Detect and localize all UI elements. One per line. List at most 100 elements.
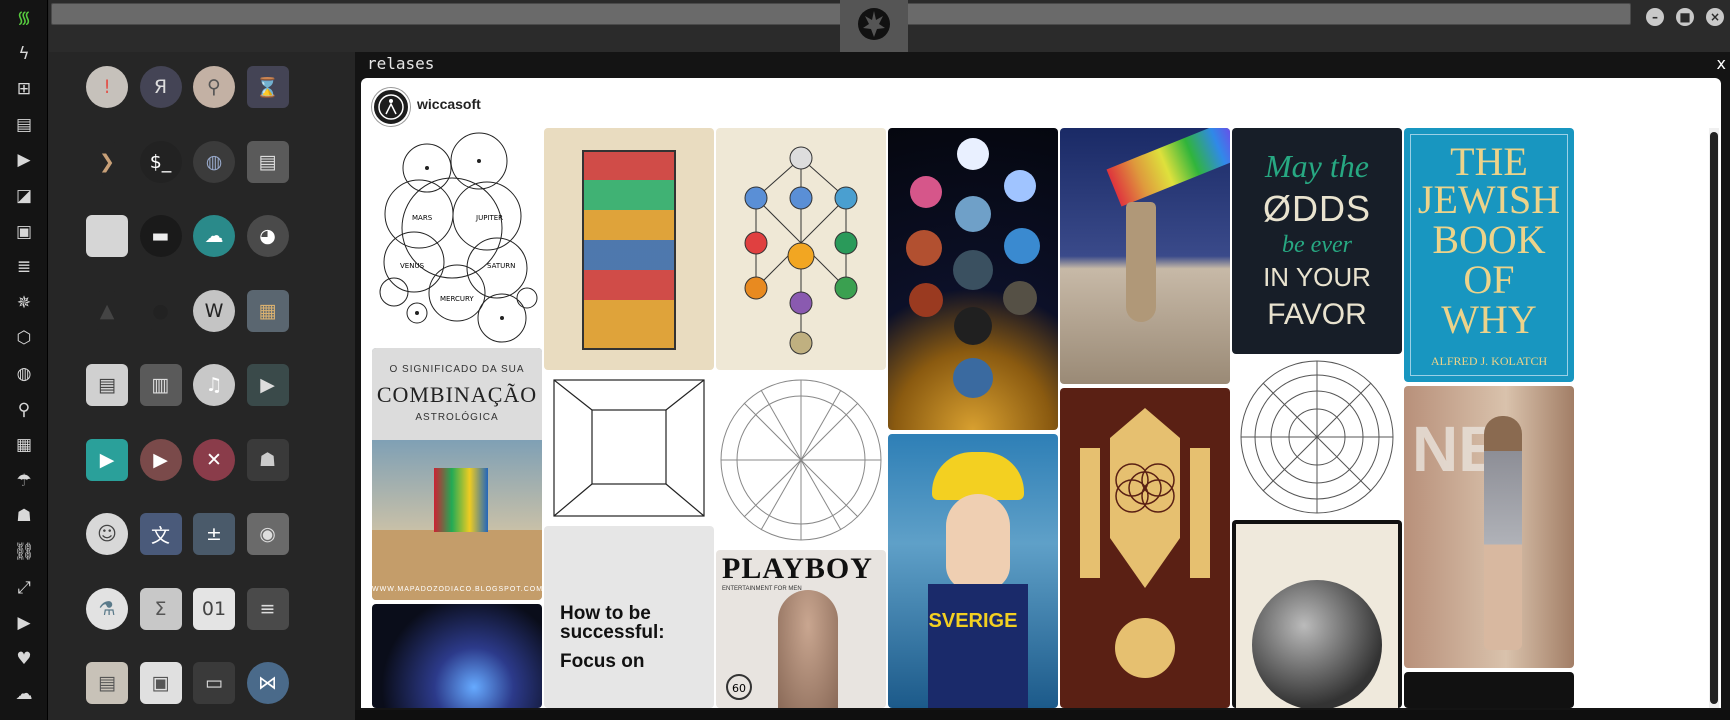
how-to-be-successful-pin[interactable]: How to be successful: Focus on: [544, 526, 714, 708]
globe-app-icon[interactable]: ◍: [193, 140, 235, 183]
close-window-button[interactable]: ×: [1706, 8, 1724, 26]
music-app-icon[interactable]: ♫: [193, 364, 235, 406]
pin-text-line3: BOOK: [1432, 217, 1546, 262]
dark-side-squid-pin[interactable]: [1060, 128, 1230, 384]
text-file-app-icon[interactable]: ▤: [86, 662, 128, 704]
galaxy-pin[interactable]: [372, 604, 542, 708]
map-icon[interactable]: ◪: [15, 186, 33, 206]
news-icon[interactable]: ≣: [16, 257, 32, 278]
c3po-app-icon[interactable]: ☺: [86, 513, 128, 555]
yandex-app-icon[interactable]: Я: [139, 66, 182, 108]
profile-name[interactable]: wiccasoft: [417, 96, 481, 112]
bed-app-icon[interactable]: ▬: [139, 215, 182, 257]
world-map-app-icon[interactable]: ▦: [246, 289, 289, 332]
notebook-app-icon[interactable]: ▥: [139, 364, 182, 406]
pin-footer-url: WWW.MAPADOZODIACO.BLOGSPOT.COM: [372, 586, 542, 593]
dark-pin[interactable]: [1404, 672, 1574, 708]
search-app-icon[interactable]: ⚲: [193, 66, 235, 108]
translate-app-icon[interactable]: 文: [139, 513, 182, 555]
robot-app-icon[interactable]: ☗: [246, 438, 289, 481]
sweden-fan-pin[interactable]: SVERIGE: [888, 434, 1058, 708]
pin-text-line1: How to be: [560, 603, 651, 624]
close-app-icon[interactable]: ✕: [193, 438, 235, 481]
calculator-app-icon[interactable]: ±: [193, 513, 235, 555]
contact-icon[interactable]: ☗: [16, 506, 32, 527]
hexagon-icon[interactable]: ⬡: [16, 328, 32, 349]
pin-text-line3: be ever: [1282, 232, 1352, 258]
vscode-app-icon[interactable]: ⋈: [246, 662, 289, 704]
youtube-app-icon[interactable]: ▶: [139, 438, 182, 481]
planet-label-jupiter: JUPITER: [475, 214, 503, 222]
image-icon[interactable]: ▣: [15, 221, 33, 242]
github-app-icon[interactable]: ◕: [246, 215, 289, 257]
hourglass-app-icon[interactable]: ⌛: [246, 66, 289, 108]
file-cabinet-app-icon[interactable]: ▤: [246, 140, 289, 183]
planetary-tree-pin[interactable]: [888, 128, 1058, 430]
starfleet-app-icon[interactable]: ▲: [86, 289, 128, 332]
minimize-button[interactable]: –: [1646, 8, 1664, 26]
flask-app-icon[interactable]: ⚗: [86, 587, 128, 630]
planets-diagram-pin[interactable]: MARS JUPITER VENUS SATURN MERCURY: [372, 128, 542, 344]
youtube-icon[interactable]: ▶: [17, 613, 31, 634]
camera-app-icon[interactable]: ◉: [246, 513, 289, 555]
avatar[interactable]: [372, 88, 410, 126]
sheriff-star-icon[interactable]: ✵: [16, 292, 32, 313]
pin-text-line1: O SIGNIFICADO DA SUA: [389, 364, 525, 375]
documents-app-icon[interactable]: ▤: [86, 364, 128, 406]
search-icon[interactable]: ⚲: [17, 399, 31, 420]
astrological-wheel-pin[interactable]: [1232, 358, 1402, 516]
occult-symbol-pin[interactable]: [1060, 388, 1230, 708]
cloud-icon[interactable]: ☁: [15, 684, 33, 705]
death-star-app-icon[interactable]: ●: [139, 289, 182, 332]
tree-of-life-chart-pin[interactable]: [716, 128, 886, 370]
lightning-icon[interactable]: ϟ: [18, 43, 30, 64]
astrology-combination-pin[interactable]: O SIGNIFICADO DA SUA COMBINAÇÃO ASTROLÓG…: [372, 348, 542, 600]
square-chart-pin[interactable]: [544, 374, 714, 522]
jewish-book-of-why-pin[interactable]: THE JEWISH BOOK OF WHY ALFRED J. KOLATCH: [1404, 128, 1574, 382]
binary-file-app-icon[interactable]: 01: [193, 587, 235, 630]
terminal-arrow-app-icon[interactable]: ❯: [86, 140, 128, 183]
warning-app-icon[interactable]: !: [86, 66, 128, 108]
pin-text-line3: ASTROLÓGICA: [415, 412, 499, 423]
wikipedia-app-icon[interactable]: W: [193, 289, 235, 332]
sigma-app-icon[interactable]: Σ: [139, 587, 182, 630]
fashion-photo-pin[interactable]: NE: [1404, 386, 1574, 668]
pin-tagline: ENTERTAINMENT FOR MEN: [722, 586, 802, 592]
playboy-cover-pin[interactable]: PLAYBOY ENTERTAINMENT FOR MEN 60: [716, 550, 886, 708]
panel-bottom-edge: [355, 710, 1730, 720]
play-app-icon[interactable]: ▶: [86, 438, 128, 481]
fullscreen-icon[interactable]: ⤢: [17, 577, 31, 598]
pin-text-line2: JEWISH: [1417, 177, 1561, 222]
globe-icon[interactable]: ◍: [16, 364, 32, 384]
archive-icon[interactable]: ▤: [15, 114, 33, 135]
window-app-icon[interactable]: [86, 215, 128, 257]
console-app-icon[interactable]: $_: [139, 140, 182, 183]
link-icon[interactable]: ⛓: [13, 542, 35, 562]
windows-icon[interactable]: ⊞: [16, 79, 32, 100]
cloud-app-icon[interactable]: ☁: [193, 215, 235, 257]
pin-text-line5: WHY: [1441, 297, 1537, 342]
presentation-app-icon[interactable]: ▭: [193, 662, 235, 704]
scrollbar-thumb[interactable]: [1710, 132, 1718, 704]
app-logo-tab[interactable]: [840, 0, 908, 52]
panel-close-button[interactable]: x: [1716, 54, 1726, 73]
rebel-alliance-icon: [858, 8, 890, 40]
sphere-engraving-pin[interactable]: [1232, 520, 1402, 708]
odds-favor-pin[interactable]: May the ØDDS be ever IN YOUR FAVOR: [1232, 128, 1402, 354]
pin-text-line3: Focus on: [560, 651, 645, 672]
planet-label-saturn: SATURN: [487, 262, 515, 270]
kabbalah-tower-pin[interactable]: [544, 128, 714, 370]
video-app-icon[interactable]: ▶: [246, 364, 289, 406]
maximize-button[interactable]: ■: [1676, 8, 1694, 26]
map-fold-icon[interactable]: ▦: [15, 435, 33, 456]
wifi-icon[interactable]: ᯾: [16, 8, 32, 28]
play-icon[interactable]: ▶: [17, 150, 31, 171]
pin-text-line1: THE: [1450, 139, 1528, 184]
zodiac-wheel-pin[interactable]: [716, 374, 886, 546]
pin-text-line4: IN YOUR: [1263, 262, 1371, 292]
pin-text-line5: FAVOR: [1267, 298, 1367, 331]
umbrella-icon[interactable]: ☂: [16, 470, 32, 491]
picture-app-icon[interactable]: ▣: [139, 662, 182, 704]
document-lines-app-icon[interactable]: ≡: [246, 587, 289, 630]
heart-icon[interactable]: ♥: [16, 648, 32, 669]
